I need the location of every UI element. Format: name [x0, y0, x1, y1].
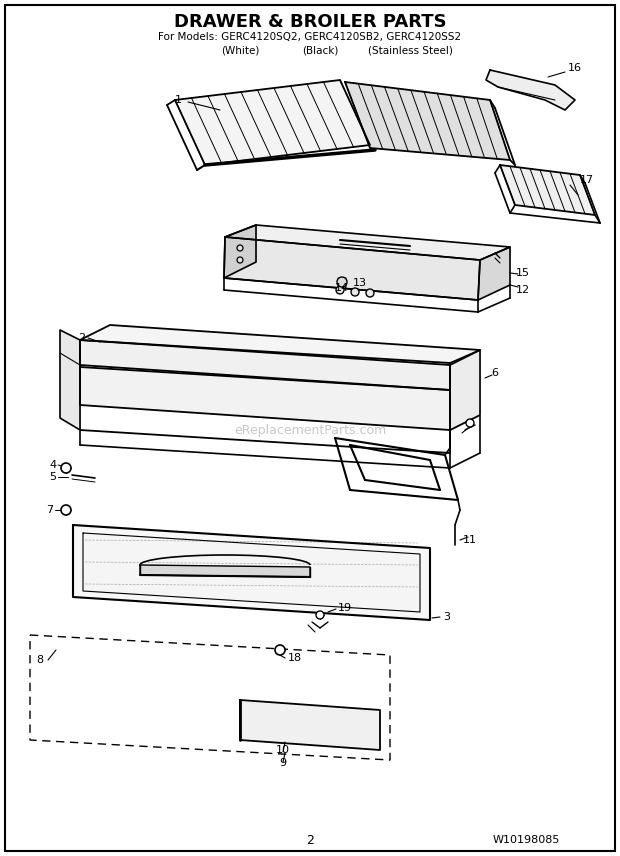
Polygon shape	[83, 533, 420, 612]
Text: 3: 3	[443, 612, 451, 622]
Circle shape	[275, 645, 285, 655]
Text: 7: 7	[46, 505, 53, 515]
Text: 14: 14	[335, 283, 349, 293]
Polygon shape	[450, 350, 480, 430]
Circle shape	[351, 288, 359, 296]
Polygon shape	[60, 330, 80, 430]
Text: DRAWER & BROILER PARTS: DRAWER & BROILER PARTS	[174, 13, 446, 31]
Polygon shape	[500, 165, 595, 215]
Polygon shape	[224, 237, 480, 300]
Text: (White): (White)	[221, 45, 259, 55]
Text: 13: 13	[353, 278, 367, 288]
Polygon shape	[80, 365, 450, 430]
Text: eReplacementParts.com: eReplacementParts.com	[234, 424, 386, 437]
Circle shape	[336, 286, 344, 294]
Text: 1: 1	[174, 95, 182, 105]
Text: 11: 11	[463, 535, 477, 545]
Text: 19: 19	[338, 603, 352, 613]
Circle shape	[316, 611, 324, 619]
Circle shape	[237, 257, 243, 263]
Text: For Models: GERC4120SQ2, GERC4120SB2, GERC4120SS2: For Models: GERC4120SQ2, GERC4120SB2, GE…	[159, 32, 461, 42]
Polygon shape	[240, 700, 380, 750]
Polygon shape	[140, 565, 310, 577]
Text: (Black): (Black)	[302, 45, 338, 55]
Text: 2: 2	[79, 333, 86, 343]
Circle shape	[61, 463, 71, 473]
Polygon shape	[73, 525, 430, 620]
Polygon shape	[225, 225, 510, 260]
Circle shape	[366, 289, 374, 297]
Circle shape	[237, 245, 243, 251]
Text: 4: 4	[50, 460, 56, 470]
Text: (Stainless Steel): (Stainless Steel)	[368, 45, 453, 55]
Polygon shape	[486, 70, 575, 110]
Polygon shape	[478, 247, 510, 300]
Text: 12: 12	[516, 285, 530, 295]
Text: 18: 18	[288, 653, 302, 663]
Text: 10: 10	[276, 745, 290, 755]
Text: 5: 5	[50, 472, 56, 482]
Circle shape	[466, 419, 474, 427]
Text: 17: 17	[580, 175, 594, 185]
Text: 16: 16	[568, 63, 582, 73]
Text: 9: 9	[280, 758, 286, 768]
Text: 2: 2	[306, 834, 314, 847]
Polygon shape	[80, 325, 480, 365]
Circle shape	[337, 277, 347, 287]
Circle shape	[61, 505, 71, 515]
Text: 8: 8	[37, 655, 43, 665]
Polygon shape	[224, 225, 256, 278]
Polygon shape	[345, 82, 510, 160]
Text: 15: 15	[516, 268, 530, 278]
Polygon shape	[175, 80, 370, 165]
Text: W10198085: W10198085	[493, 835, 560, 845]
Text: 6: 6	[492, 368, 498, 378]
Polygon shape	[80, 340, 450, 390]
